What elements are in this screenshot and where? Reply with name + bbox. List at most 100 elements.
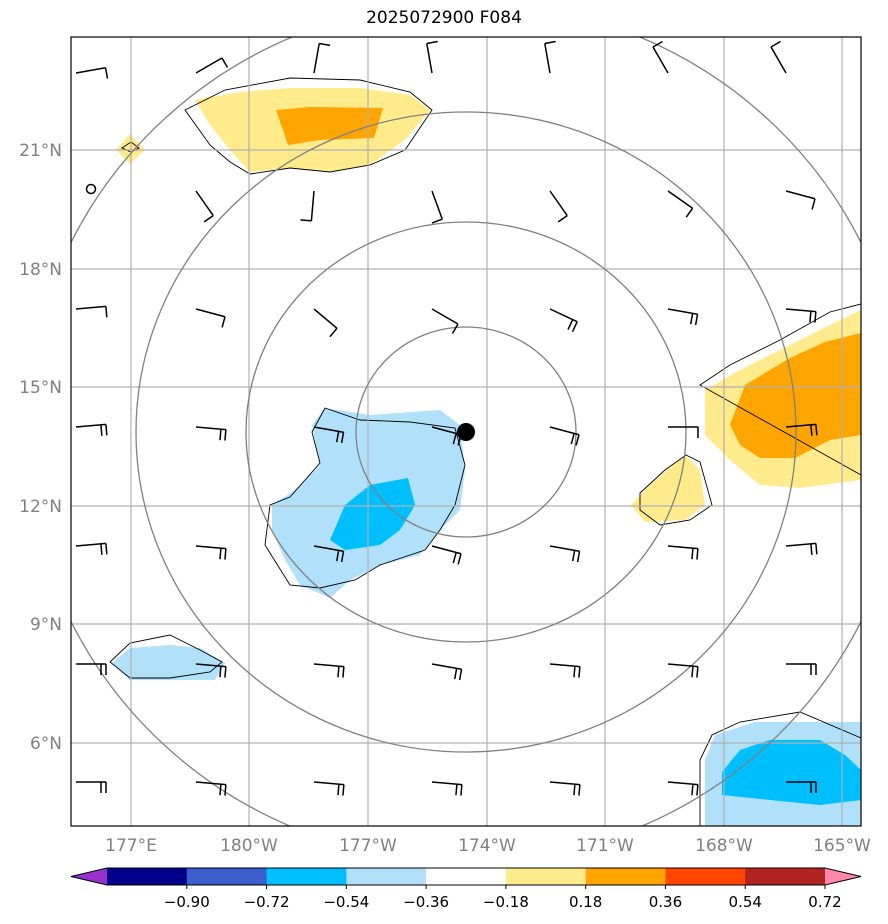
wind-barb xyxy=(431,545,462,565)
wind-barb xyxy=(549,545,581,563)
wind-barb xyxy=(195,545,227,560)
wind-barb xyxy=(313,545,345,563)
wind-barb xyxy=(431,190,443,224)
range-ring xyxy=(355,326,577,538)
colorbar-tick-label: 0.54 xyxy=(729,893,762,911)
calm-wind-circle xyxy=(85,183,97,195)
plot-frame xyxy=(70,36,862,827)
colorbar-bin xyxy=(266,868,347,885)
wind-barb xyxy=(785,542,818,555)
colorbar-bin xyxy=(745,868,826,885)
wind-barb xyxy=(300,190,315,222)
plot-area xyxy=(71,37,861,826)
lat-label: 15°N xyxy=(19,378,62,398)
wind-barb xyxy=(195,426,227,441)
wind-barb xyxy=(195,308,226,328)
contour-line xyxy=(699,711,861,826)
colorbar-tick-label: −0.90 xyxy=(164,893,210,911)
lat-label: 9°N xyxy=(30,615,62,635)
colorbar-extend-min xyxy=(71,868,107,885)
contour-line xyxy=(639,454,713,526)
positive-anomaly-fill-southeast xyxy=(631,455,705,522)
colorbar-tick-label: 0.36 xyxy=(649,893,682,911)
wind-barb xyxy=(668,426,699,438)
wind-barb xyxy=(75,542,108,555)
wind-barb xyxy=(667,308,699,326)
graticule xyxy=(71,37,861,826)
wind-barb xyxy=(431,308,459,334)
wind-barb xyxy=(652,40,669,74)
wind-barb xyxy=(75,67,109,79)
wind-barb xyxy=(785,190,816,210)
lat-axis-labels: 21°N 18°N 15°N 12°N 9°N 6°N xyxy=(19,141,62,754)
wind-barb xyxy=(786,663,817,675)
colorbar-bin xyxy=(107,868,188,885)
wind-barb xyxy=(667,663,699,678)
strong-negative-anomaly-fill-south-east xyxy=(722,740,861,805)
colorbar-tick-label: −0.18 xyxy=(483,893,529,911)
lon-label: 168°W xyxy=(695,836,753,856)
wind-barb xyxy=(431,663,463,681)
storm-center-marker xyxy=(457,423,475,441)
colorbar-tick-label: −0.36 xyxy=(403,893,449,911)
strong-positive-anomaly-fill-east xyxy=(730,333,861,458)
lon-axis-labels: 177°E 180°W 177°W 174°W 171°W 168°W 165°… xyxy=(105,836,871,856)
colorbar-tick-label: 0.72 xyxy=(808,893,841,911)
colorbar-bin xyxy=(426,868,507,885)
colorbar-bin xyxy=(186,868,268,885)
wind-barb xyxy=(195,57,229,74)
wind-barb xyxy=(549,781,581,796)
wind-barb xyxy=(76,663,107,675)
colorbar-outline xyxy=(70,867,862,886)
wind-barb xyxy=(313,42,331,74)
wind-barb xyxy=(313,308,338,338)
range-ring xyxy=(135,111,797,753)
range-rings xyxy=(71,37,861,826)
lon-label: 165°W xyxy=(813,836,871,856)
lat-label: 18°N xyxy=(19,260,62,280)
wind-barb xyxy=(667,190,694,218)
contour-line xyxy=(699,303,861,476)
strong-positive-anomaly-fill xyxy=(276,107,383,145)
wind-barb xyxy=(313,663,345,678)
wind-barb xyxy=(667,781,699,796)
anomaly-contour-lines xyxy=(109,77,861,826)
wind-barb xyxy=(195,781,227,796)
colorbar-bin xyxy=(665,868,746,885)
strong-negative-anomaly-fill-storm xyxy=(330,478,415,550)
colorbar-tick-label: 0.18 xyxy=(569,893,602,911)
lon-label: 174°W xyxy=(458,836,516,856)
colorbar-tick-label: −0.72 xyxy=(244,893,290,911)
lat-label: 21°N xyxy=(19,141,62,161)
lat-label: 12°N xyxy=(19,497,62,517)
wind-barb xyxy=(549,663,581,678)
wind-barb xyxy=(313,426,345,444)
colorbar-bin xyxy=(346,868,427,885)
colorbar-tick-label: −0.54 xyxy=(323,893,369,911)
contour-line xyxy=(184,77,433,175)
wind-barb xyxy=(313,781,345,796)
wind-barb xyxy=(549,426,580,446)
colorbar-extend-max xyxy=(825,868,861,885)
wind-barb xyxy=(75,423,108,436)
wind-barb xyxy=(786,781,817,793)
range-ring xyxy=(245,221,687,643)
colorbar-bin xyxy=(585,868,666,885)
wind-barb xyxy=(426,40,438,74)
wind-barb xyxy=(76,781,107,793)
wind-barb xyxy=(544,40,556,74)
lon-label: 180°W xyxy=(220,836,278,856)
lon-label: 177°W xyxy=(339,836,397,856)
wind-barb xyxy=(549,308,578,332)
wind-barb xyxy=(667,545,699,560)
wind-barbs xyxy=(75,40,818,796)
lon-label: 171°W xyxy=(576,836,634,856)
lat-label: 6°N xyxy=(30,734,62,754)
contour-line xyxy=(121,141,140,153)
wind-barb xyxy=(549,190,568,223)
map-title: 2025072900 F084 xyxy=(366,8,522,28)
colorbar: −0.90 −0.72 −0.54 −0.36 −0.18 0.18 0.36 0.54 0.7… xyxy=(70,867,862,911)
wind-barb xyxy=(431,781,463,796)
colorbar-bin xyxy=(505,868,587,885)
